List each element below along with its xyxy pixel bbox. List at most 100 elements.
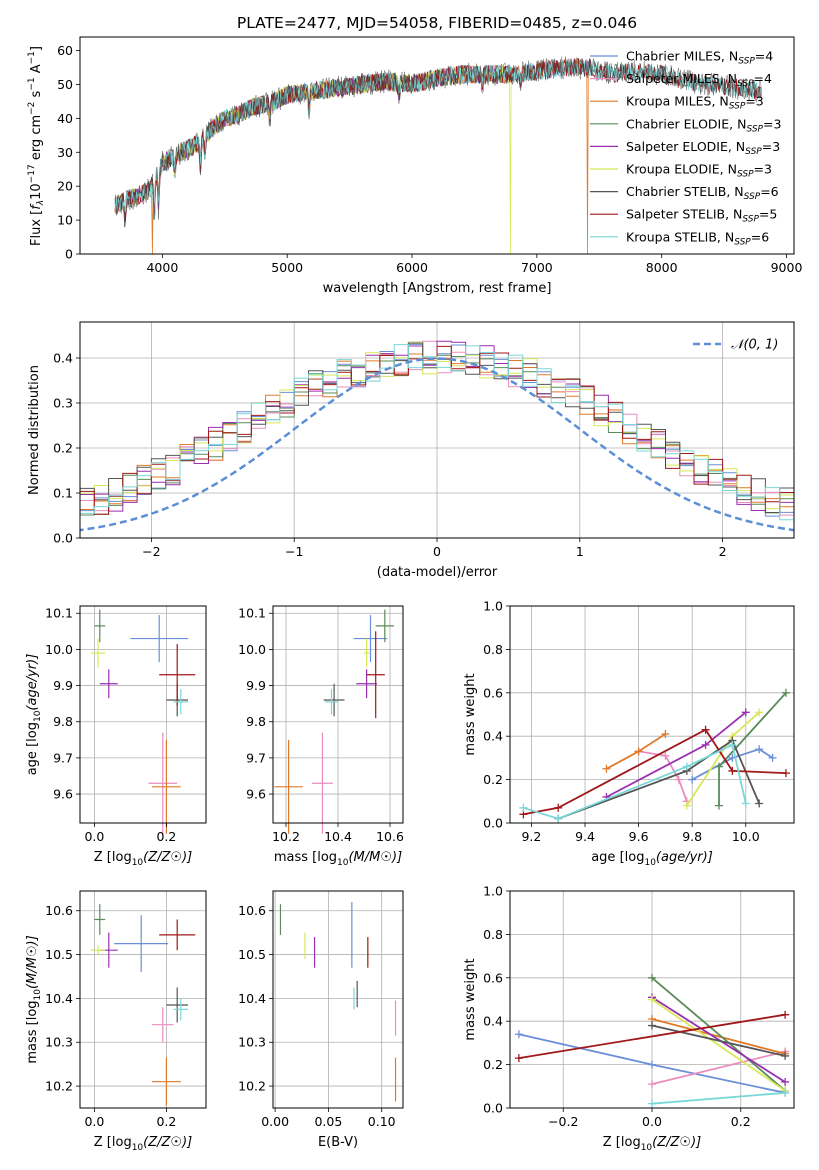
- data-point-marker: [648, 1099, 656, 1108]
- y-tick-label: 0.8: [483, 642, 503, 657]
- data-point-marker: [554, 803, 563, 812]
- page-title: PLATE=2477, MJD=54058, FIBERID=0485, z=0…: [237, 14, 637, 32]
- x-tick-label: 9.6: [629, 829, 649, 844]
- y-tick-label: 10.3: [238, 1035, 266, 1050]
- data-point-marker: [781, 1051, 790, 1060]
- legend-label: Kroupa MILES, NSSP=3: [626, 94, 764, 112]
- legend-label: Chabrier MILES, NSSP=4: [626, 49, 773, 67]
- data-point-marker: [755, 708, 764, 717]
- y-tick-label: 10.6: [45, 903, 73, 918]
- y-tick-label: 9.9: [53, 678, 73, 693]
- data-point-marker: [728, 740, 737, 749]
- y-tick-label: 0.8: [483, 927, 503, 942]
- y-tick-label: 1.0: [483, 884, 503, 899]
- spectrum-data-line: [114, 56, 762, 227]
- legend-label: Kroupa ELODIE, NSSP=3: [626, 162, 772, 180]
- y-tick-label: 0.6: [483, 970, 503, 985]
- y-axis-label: age [log10(age/yr)]: [25, 654, 43, 776]
- series-line: [606, 711, 747, 798]
- y-tick-label: 0.4: [483, 729, 503, 744]
- x-tick-label: 5000: [271, 260, 303, 275]
- legend-label: Salpeter STELIB, NSSP=5: [626, 207, 777, 225]
- ebv-mass-panel: 0.00 0.05 0.10 10.2 10.3 10.4 10.5 10.6 E(B-V): [238, 890, 404, 1150]
- x-tick-label: 10.0: [732, 829, 760, 844]
- x-tick-label: 0.0: [84, 1114, 104, 1129]
- y-tick-label: 50: [57, 77, 73, 92]
- axes-frame: [79, 36, 795, 255]
- axes-frame: [79, 605, 207, 824]
- y-tick-label: 10.2: [45, 1079, 73, 1094]
- data-point-marker: [519, 803, 528, 812]
- y-tick-label: 0.3: [53, 396, 73, 411]
- y-axis-label: Normed distribution: [27, 365, 42, 495]
- data-point-marker: [688, 775, 697, 784]
- y-tick-label: 30: [57, 145, 73, 160]
- y-tick-label: 0.0: [483, 816, 503, 831]
- y-tick-label: 1.0: [483, 599, 503, 614]
- x-axis-label: (data-model)/error: [377, 565, 498, 580]
- x-tick-label: 10.6: [376, 829, 404, 844]
- series-line: [651, 996, 786, 1083]
- data-point-marker: [781, 1088, 790, 1097]
- legend-label: 𝒩(0, 1): [731, 338, 778, 353]
- data-point-marker: [661, 751, 670, 760]
- data-point-marker: [648, 1060, 656, 1069]
- series-line: [651, 977, 786, 1092]
- x-tick-label: 8000: [646, 260, 678, 275]
- series-line: [651, 998, 786, 1092]
- data-point-marker: [648, 1080, 656, 1089]
- data-point-marker: [682, 762, 691, 771]
- x-axis-label: Z [log10(Z/Z☉)]: [94, 850, 192, 868]
- x-tick-label: 9.2: [521, 829, 541, 844]
- legend: Chabrier MILES, NSSP=4 Salpeter MILES, NS…: [590, 49, 781, 247]
- legend-label: Chabrier ELODIE, NSSP=3: [626, 116, 781, 134]
- series-line: [686, 711, 760, 807]
- data-point-marker: [554, 814, 563, 823]
- data-point-marker: [674, 775, 683, 784]
- data-point-marker: [714, 762, 723, 771]
- series-line: [651, 1024, 786, 1057]
- y-tick-label: 0.4: [483, 1014, 503, 1029]
- mass-age-panel: 10.2 10.4 10.6 9.6 9.7 9.8 9.9 10.0 10.1 mass [lo…: [238, 605, 404, 868]
- z-age-panel: 0.0 0.2 9.6 9.7 9.8 9.9 10.0 10.1 Z [log10(Z/Z☉)…: [25, 605, 207, 868]
- x-tick-label: 0.00: [261, 1114, 289, 1129]
- y-tick-label: 9.7: [246, 750, 266, 765]
- x-tick-label: 9.8: [682, 829, 702, 844]
- x-tick-label: 0: [433, 544, 441, 559]
- x-tick-label: 2: [719, 544, 727, 559]
- data-point-marker: [741, 799, 750, 808]
- z-massweight-panel: −0.2 0.0 0.2 0.0 0.2 0.4 0.6 0.8 1.0 Z [log10(Z/Z…: [463, 884, 795, 1153]
- data-point-marker: [648, 1021, 656, 1030]
- data-point-marker: [661, 730, 670, 739]
- series-line: [651, 1018, 786, 1055]
- y-tick-label: 10.0: [238, 642, 266, 657]
- x-axis-label: mass [log10(M/M☉)]: [274, 850, 402, 868]
- y-tick-label: 10.0: [45, 642, 73, 657]
- y-axis-label: mass weight: [463, 958, 478, 1040]
- data-point-marker: [781, 769, 790, 778]
- x-tick-label: 0.10: [368, 1114, 396, 1129]
- y-tick-label: 0.6: [483, 685, 503, 700]
- histogram-step-line: [80, 344, 794, 521]
- data-point-marker: [701, 740, 710, 749]
- y-tick-label: 10.4: [238, 991, 266, 1006]
- x-axis-label: E(B-V): [318, 1135, 358, 1150]
- data-point-marker: [768, 753, 777, 762]
- data-point-marker: [755, 745, 764, 754]
- y-axis-label: mass [log10(M/M☉)]: [25, 935, 43, 1063]
- axes-frame: [79, 890, 207, 1109]
- y-axis-label: mass weight: [463, 673, 478, 755]
- series-line: [651, 1050, 786, 1085]
- y-tick-label: 10.5: [238, 947, 266, 962]
- axes-frame: [509, 605, 795, 824]
- data-point-marker: [741, 708, 750, 717]
- y-tick-label: 9.6: [53, 787, 73, 802]
- y-tick-label: 0.2: [483, 1057, 503, 1072]
- y-tick-label: 10.4: [45, 991, 73, 1006]
- normal-reference-line: [80, 357, 794, 532]
- spectrum-panel: Chabrier MILES, NSSP=4 Salpeter MILES, NS…: [27, 36, 802, 296]
- histogram-step-line: [80, 340, 794, 513]
- x-tick-label: 0.2: [156, 829, 176, 844]
- x-tick-label: −1: [285, 544, 303, 559]
- data-point-marker: [714, 801, 723, 810]
